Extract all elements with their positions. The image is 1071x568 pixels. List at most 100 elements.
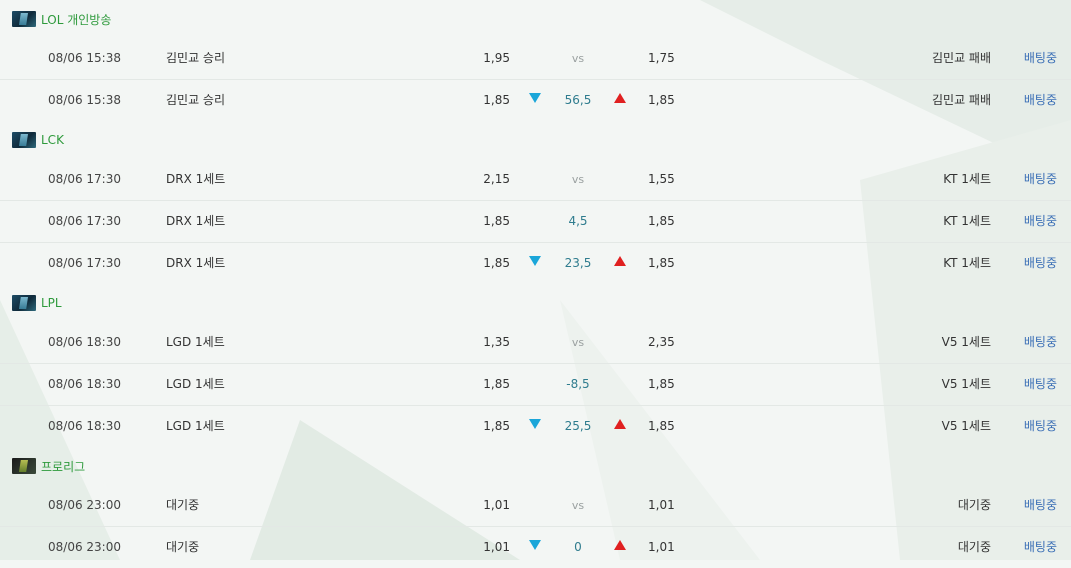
league-name: LOL 개인방송 — [41, 12, 112, 27]
match-list: 08/06 23:00 대기중 1,01 vs 1,01 대기중 배팅중 08/06 23:0… — [0, 485, 1071, 568]
odds-down-arrow-icon — [529, 93, 541, 103]
handicap-value[interactable]: 23,5 — [564, 256, 592, 270]
home-team[interactable]: 대기중 — [166, 540, 200, 554]
vs-label: vs — [571, 52, 585, 65]
away-team[interactable]: V5 1세트 — [941, 377, 991, 391]
vs-label: vs — [571, 499, 585, 512]
betting-status-link[interactable]: 배팅중 — [1023, 51, 1057, 65]
match-list: 08/06 17:30 DRX 1세트 2,15 vs 1,55 KT 1세트 배팅중 08/… — [0, 159, 1071, 284]
match-time: 08/06 17:30 — [48, 172, 121, 186]
handicap-value[interactable]: 25,5 — [564, 419, 592, 433]
away-team[interactable]: KT 1세트 — [943, 256, 991, 270]
away-odds[interactable]: 1,01 — [648, 540, 675, 554]
away-team[interactable]: KT 1세트 — [943, 172, 991, 186]
away-team[interactable]: 김민교 패배 — [931, 51, 991, 65]
away-odds[interactable]: 1,01 — [648, 498, 675, 512]
away-odds[interactable]: 1,85 — [648, 377, 675, 391]
match-time: 08/06 15:38 — [48, 51, 121, 65]
away-odds[interactable]: 1,85 — [648, 419, 675, 433]
league-header: LCK — [0, 121, 1071, 159]
match-row: 08/06 18:30 LGD 1세트 1,35 vs 2,35 V5 1세트 배팅중 — [0, 322, 1071, 364]
league-name: LPL — [41, 296, 62, 310]
away-team[interactable]: 대기중 — [957, 498, 991, 512]
home-team[interactable]: LGD 1세트 — [166, 335, 225, 349]
betting-status-link[interactable]: 배팅중 — [1023, 377, 1057, 391]
home-odds[interactable]: 1,35 — [483, 335, 510, 349]
league-section: LCK 08/06 17:30 DRX 1세트 2,15 vs 1,55 KT 1세트 배팅중… — [0, 121, 1071, 284]
betting-status-link[interactable]: 배팅중 — [1023, 256, 1057, 270]
home-team[interactable]: DRX 1세트 — [166, 214, 226, 228]
proleague-icon — [12, 458, 36, 474]
handicap-value[interactable]: 56,5 — [564, 93, 592, 107]
home-team[interactable]: LGD 1세트 — [166, 419, 225, 433]
odds-down-arrow-icon — [529, 540, 541, 550]
home-odds[interactable]: 2,15 — [483, 172, 510, 186]
match-row: 08/06 18:30 LGD 1세트 1,85 -8,5 1,85 V5 1세트 배팅중 — [0, 364, 1071, 406]
home-odds[interactable]: 1,01 — [483, 540, 510, 554]
home-team[interactable]: DRX 1세트 — [166, 256, 226, 270]
betting-status-link[interactable]: 배팅중 — [1023, 172, 1057, 186]
home-odds[interactable]: 1,95 — [483, 51, 510, 65]
away-odds[interactable]: 1,85 — [648, 256, 675, 270]
match-time: 08/06 18:30 — [48, 335, 121, 349]
lol-league-icon — [12, 295, 36, 311]
home-team[interactable]: 김민교 승리 — [166, 93, 226, 107]
away-team[interactable]: V5 1세트 — [941, 419, 991, 433]
match-time: 08/06 23:00 — [48, 498, 121, 512]
league-header: 프로리그 — [0, 447, 1071, 485]
betting-status-link[interactable]: 배팅중 — [1023, 335, 1057, 349]
handicap-value[interactable]: 4,5 — [568, 214, 588, 228]
league-header: LPL — [0, 284, 1071, 322]
away-odds[interactable]: 2,35 — [648, 335, 675, 349]
home-team[interactable]: LGD 1세트 — [166, 377, 225, 391]
lol-league-icon — [12, 11, 36, 27]
away-odds[interactable]: 1,55 — [648, 172, 675, 186]
home-odds[interactable]: 1,01 — [483, 498, 510, 512]
away-odds[interactable]: 1,85 — [648, 93, 675, 107]
away-team[interactable]: 김민교 패배 — [931, 93, 991, 107]
betting-status-link[interactable]: 배팅중 — [1023, 419, 1057, 433]
match-time: 08/06 17:30 — [48, 256, 121, 270]
home-team[interactable]: DRX 1세트 — [166, 172, 226, 186]
home-odds[interactable]: 1,85 — [483, 256, 510, 270]
home-odds[interactable]: 1,85 — [483, 214, 510, 228]
match-row: 08/06 15:38 김민교 승리 1,85 56,5 1,85 김민교 패배 배팅중 — [0, 80, 1071, 121]
betting-status-link[interactable]: 배팅중 — [1023, 540, 1057, 554]
league-section: 프로리그 08/06 23:00 대기중 1,01 vs 1,01 대기중 배팅중 08/06 … — [0, 447, 1071, 568]
odds-down-arrow-icon — [529, 256, 541, 266]
match-list: 08/06 15:38 김민교 승리 1,95 vs 1,75 김민교 패배 배팅중 08/0… — [0, 38, 1071, 121]
odds-up-arrow-icon — [614, 540, 626, 550]
home-team[interactable]: 대기중 — [166, 498, 200, 512]
away-team[interactable]: V5 1세트 — [941, 335, 991, 349]
match-row: 08/06 17:30 DRX 1세트 1,85 4,5 1,85 KT 1세트 배팅중 — [0, 201, 1071, 243]
away-odds[interactable]: 1,75 — [648, 51, 675, 65]
handicap-value[interactable]: -8,5 — [566, 377, 590, 391]
betting-status-link[interactable]: 배팅중 — [1023, 93, 1057, 107]
match-time: 08/06 17:30 — [48, 214, 121, 228]
home-odds[interactable]: 1,85 — [483, 93, 510, 107]
vs-label: vs — [571, 173, 585, 186]
match-row: 08/06 23:00 대기중 1,01 vs 1,01 대기중 배팅중 — [0, 485, 1071, 527]
away-odds[interactable]: 1,85 — [648, 214, 675, 228]
match-time: 08/06 18:30 — [48, 377, 121, 391]
home-odds[interactable]: 1,85 — [483, 419, 510, 433]
home-team[interactable]: 김민교 승리 — [166, 51, 226, 65]
league-section: LPL 08/06 18:30 LGD 1세트 1,35 vs 2,35 V5 1세트 배팅중… — [0, 284, 1071, 447]
vs-label: vs — [571, 336, 585, 349]
odds-up-arrow-icon — [614, 93, 626, 103]
match-list: 08/06 18:30 LGD 1세트 1,35 vs 2,35 V5 1세트 배팅중 08/… — [0, 322, 1071, 447]
lol-league-icon — [12, 132, 36, 148]
betting-status-link[interactable]: 배팅중 — [1023, 498, 1057, 512]
match-row: 08/06 23:00 대기중 1,01 0 1,01 대기중 배팅중 — [0, 527, 1071, 568]
handicap-value[interactable]: 0 — [574, 540, 582, 554]
match-time: 08/06 23:00 — [48, 540, 121, 554]
betting-status-link[interactable]: 배팅중 — [1023, 214, 1057, 228]
home-odds[interactable]: 1,85 — [483, 377, 510, 391]
away-team[interactable]: KT 1세트 — [943, 214, 991, 228]
odds-down-arrow-icon — [529, 419, 541, 429]
match-time: 08/06 15:38 — [48, 93, 121, 107]
away-team[interactable]: 대기중 — [957, 540, 991, 554]
match-time: 08/06 18:30 — [48, 419, 121, 433]
